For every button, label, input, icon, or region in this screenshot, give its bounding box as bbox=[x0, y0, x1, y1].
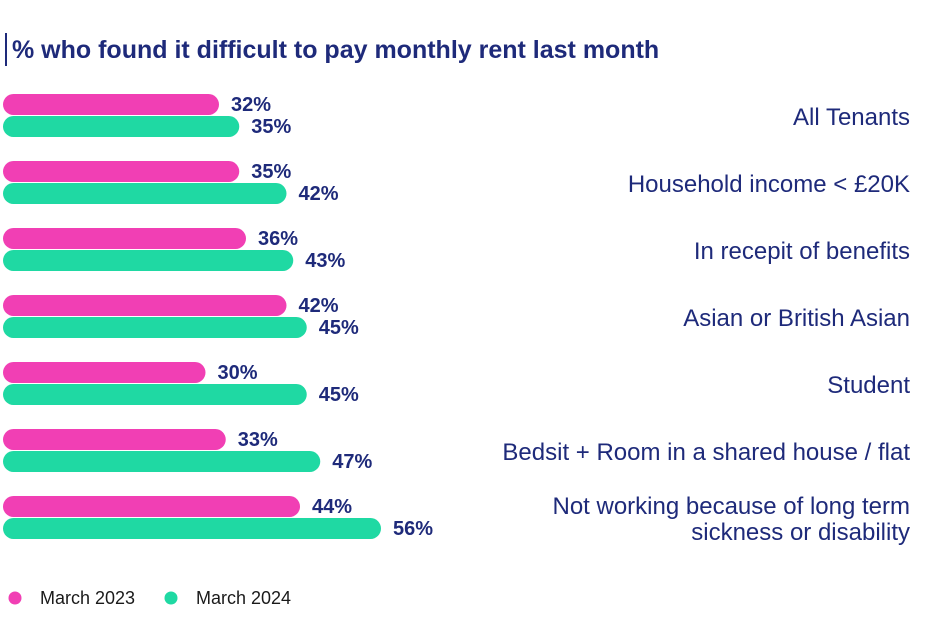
bar-march-2024-5 bbox=[3, 451, 321, 472]
value-label-march-2023-6: 44% bbox=[312, 496, 352, 518]
bar-march-2023-1 bbox=[3, 161, 240, 182]
bar-march-2023-2 bbox=[3, 228, 246, 249]
bar-march-2024-6 bbox=[3, 518, 381, 539]
value-label-march-2023-4: 30% bbox=[218, 362, 258, 384]
legend-label-march-2024: March 2024 bbox=[196, 588, 291, 608]
value-label-march-2024-3: 45% bbox=[319, 317, 359, 339]
legend-marker-march-2024 bbox=[164, 591, 178, 605]
bar-march-2024-2 bbox=[3, 250, 294, 271]
category-label-4: Student bbox=[827, 372, 910, 399]
value-label-march-2023-3: 42% bbox=[299, 295, 339, 317]
bars-layer bbox=[3, 94, 381, 539]
category-label-6-line-0: Not working because of long term bbox=[552, 493, 910, 520]
legend-marker-march-2023 bbox=[8, 591, 22, 605]
value-label-march-2024-2: 43% bbox=[305, 250, 345, 272]
bar-march-2023-5 bbox=[3, 429, 226, 450]
category-label-6-line-1: sickness or disability bbox=[691, 519, 910, 546]
category-label-5: Bedsit + Room in a shared house / flat bbox=[502, 439, 910, 466]
value-label-march-2024-5: 47% bbox=[332, 451, 372, 473]
legend-label-march-2023: March 2023 bbox=[40, 588, 135, 608]
bar-march-2024-0 bbox=[3, 116, 240, 137]
chart-title: % who found it difficult to pay monthly … bbox=[12, 36, 659, 64]
value-label-march-2023-2: 36% bbox=[258, 228, 298, 250]
value-labels-layer: 32%35%35%42%36%43%42%45%30%45%33%47%44%5… bbox=[218, 94, 434, 540]
bar-march-2023-4 bbox=[3, 362, 206, 383]
value-label-march-2023-5: 33% bbox=[238, 429, 278, 451]
value-label-march-2023-0: 32% bbox=[231, 94, 271, 116]
bar-march-2024-1 bbox=[3, 183, 287, 204]
category-label-2: In recepit of benefits bbox=[694, 238, 910, 265]
bar-march-2023-3 bbox=[3, 295, 287, 316]
value-label-march-2024-0: 35% bbox=[251, 116, 291, 138]
value-label-march-2023-1: 35% bbox=[251, 161, 291, 183]
category-label-3: Asian or British Asian bbox=[683, 305, 910, 332]
bar-march-2023-0 bbox=[3, 94, 219, 115]
category-label-0: All Tenants bbox=[793, 104, 910, 131]
bar-march-2024-3 bbox=[3, 317, 307, 338]
legend: March 2023 March 2024 bbox=[8, 588, 291, 608]
bar-march-2023-6 bbox=[3, 496, 300, 517]
value-label-march-2024-1: 42% bbox=[299, 183, 339, 205]
category-label-1: Household income < £20K bbox=[628, 171, 910, 198]
bar-march-2024-4 bbox=[3, 384, 307, 405]
value-label-march-2024-6: 56% bbox=[393, 518, 433, 540]
value-label-march-2024-4: 45% bbox=[319, 384, 359, 406]
category-labels-layer: All Tenants Household income < £20K In rec… bbox=[502, 104, 910, 546]
